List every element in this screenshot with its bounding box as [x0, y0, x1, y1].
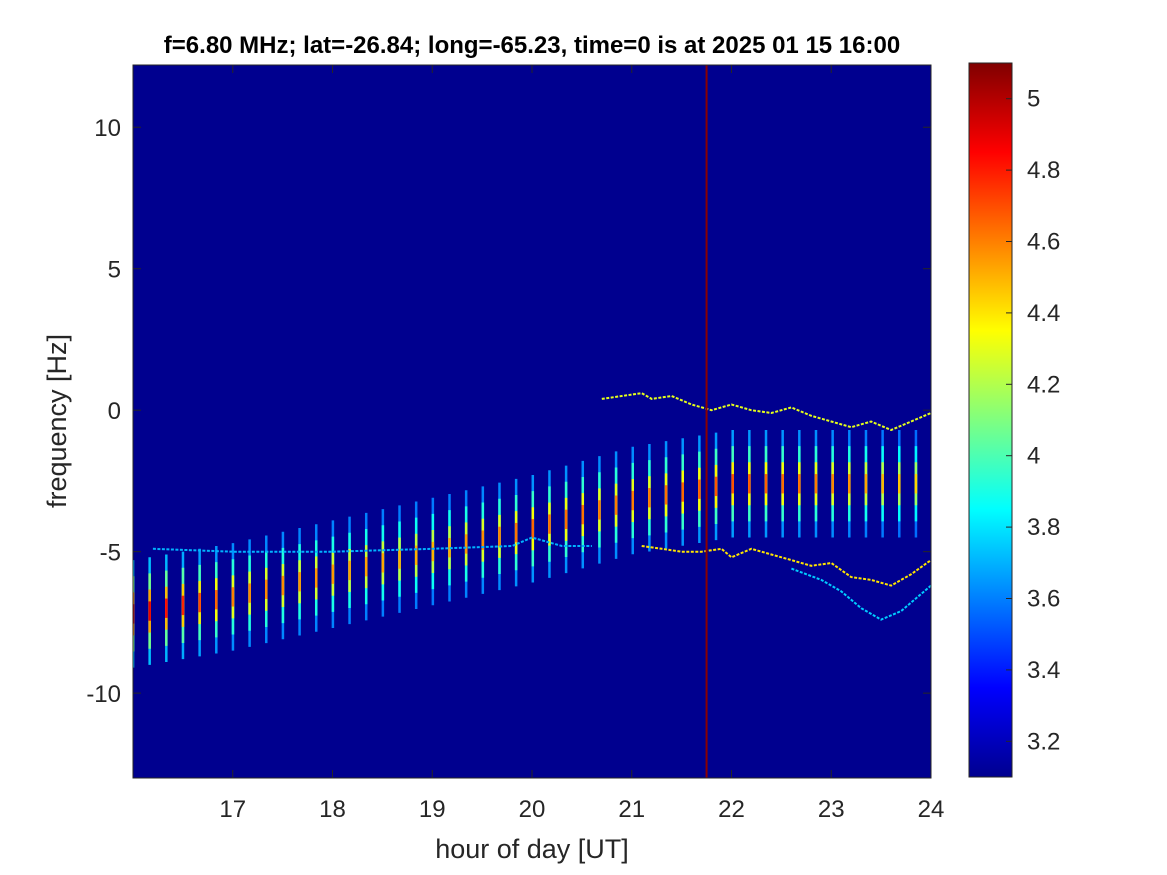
colorbar-tick-label: 4.2 — [1027, 371, 1060, 398]
x-axis-label: hour of day [UT] — [435, 834, 629, 864]
trace-line — [152, 536, 592, 553]
colorbar-tick-label: 3.8 — [1027, 514, 1060, 541]
x-tick-label: 19 — [419, 796, 446, 823]
trace-line — [601, 392, 931, 432]
x-tick-label: 22 — [718, 796, 745, 823]
trace-line — [791, 567, 931, 621]
spectral-traces — [152, 392, 931, 621]
y-tick-label: -10 — [86, 681, 121, 708]
x-tick-label: 24 — [918, 796, 945, 823]
plot-area — [133, 65, 931, 778]
y-tick-label: 10 — [94, 115, 121, 142]
colorbar-tick-label: 5 — [1027, 86, 1040, 113]
trace-line — [641, 545, 931, 587]
y-tick-label: 5 — [108, 257, 121, 284]
colorbar-tick-label: 4.6 — [1027, 229, 1060, 256]
chart-title: f=6.80 MHz; lat=-26.84; long=-65.23, tim… — [164, 32, 900, 59]
y-axis-label: frequency [Hz] — [42, 334, 72, 508]
colorbar-ticks: 3.2 3.4 3.6 3.8 4 4.2 4.4 4.6 4.8 5 — [1006, 86, 1060, 755]
x-tick-label: 17 — [219, 796, 246, 823]
x-tick-label: 21 — [618, 796, 645, 823]
x-axis-ticks: 17 18 19 20 21 22 23 24 — [219, 65, 944, 823]
spectral-stripes — [133, 429, 918, 668]
x-tick-label: 18 — [319, 796, 346, 823]
colorbar-tick-label: 3.4 — [1027, 657, 1060, 684]
colorbar-tick-label: 4.4 — [1027, 300, 1060, 327]
colorbar-tick-label: 3.6 — [1027, 586, 1060, 613]
y-tick-label: 0 — [108, 398, 121, 425]
x-tick-label: 20 — [519, 796, 546, 823]
y-axis-ticks: -10 -5 0 5 10 — [86, 115, 931, 708]
colorbar-tick-label: 4 — [1027, 443, 1040, 470]
y-tick-label: -5 — [100, 540, 121, 567]
colorbar-tick-label: 4.8 — [1027, 157, 1060, 184]
colorbar — [968, 62, 1013, 778]
colorbar-tick-label: 3.2 — [1027, 728, 1060, 755]
x-tick-label: 23 — [818, 796, 845, 823]
